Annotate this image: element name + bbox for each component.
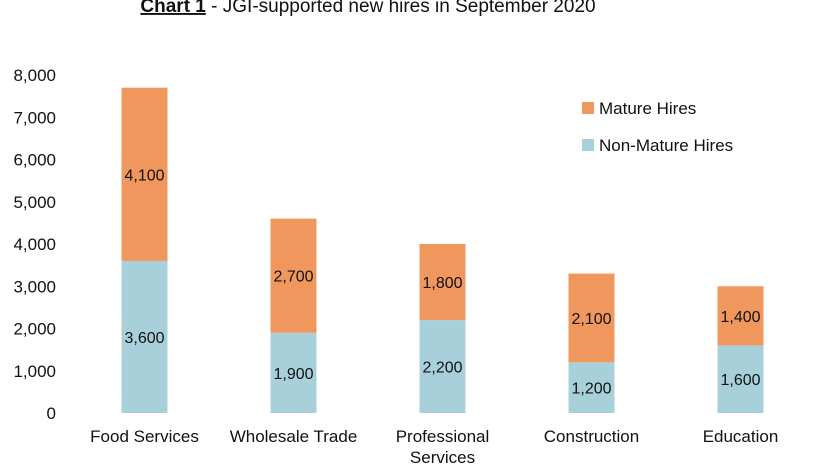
legend: Mature Hires Non-Mature Hires <box>582 99 733 155</box>
legend-swatch <box>582 102 594 114</box>
x-category-label: Wholesale Trade <box>230 427 358 446</box>
data-label: 1,200 <box>571 381 611 398</box>
data-label: 2,200 <box>422 360 462 377</box>
bar-segment-mature <box>568 273 615 363</box>
data-label: 1,400 <box>720 309 760 326</box>
x-category-label: Professional Services <box>396 427 490 467</box>
y-tick-label: 4,000 <box>13 235 56 254</box>
x-category-label-line: Professional <box>396 427 490 446</box>
data-label: 2,700 <box>273 269 313 286</box>
legend-label: Mature Hires <box>599 99 696 118</box>
y-tick-label: 1,000 <box>13 362 56 381</box>
bar-segment-non-mature <box>121 260 168 413</box>
bar-segment-mature <box>270 218 317 333</box>
x-category-label-line: Wholesale Trade <box>230 427 358 446</box>
y-tick-label: 6,000 <box>13 151 56 170</box>
data-label: 1,600 <box>720 372 760 389</box>
y-tick-label: 2,000 <box>13 320 56 339</box>
data-label: 3,600 <box>124 330 164 347</box>
chart-title-rest: - JGI-supported new hires in September 2… <box>206 0 596 17</box>
bar-segment-non-mature <box>568 362 615 413</box>
legend-swatch <box>582 139 594 151</box>
bar-segment-mature <box>121 87 168 261</box>
legend-label: Non-Mature Hires <box>599 136 733 155</box>
bar-segment-non-mature <box>419 320 466 413</box>
x-axis: Food Services Wholesale Trade Professional… <box>90 427 778 467</box>
y-tick-label: 8,000 <box>13 66 56 85</box>
x-category-label: Education <box>703 427 779 446</box>
bar-segment-non-mature <box>717 345 764 413</box>
y-axis: 0 1,000 2,000 3,000 4,000 5,000 6,000 7,000 8,00… <box>13 66 56 423</box>
y-tick-label: 3,000 <box>13 277 56 296</box>
y-tick-label: 7,000 <box>13 108 56 127</box>
y-tick-label: 5,000 <box>13 193 56 212</box>
bar-segment-non-mature <box>270 332 317 413</box>
chart-title: Chart 1 - JGI-supported new hires in Sep… <box>140 0 595 17</box>
data-label: 4,100 <box>124 167 164 184</box>
y-tick-label: 0 <box>47 404 56 423</box>
chart-title-bold: Chart 1 <box>140 0 206 17</box>
data-label: 2,100 <box>571 311 611 328</box>
x-category-label-line: Services <box>410 448 475 467</box>
x-category-label-line: Food Services <box>90 427 199 446</box>
x-category-label-line: Construction <box>544 427 639 446</box>
bar-segment-mature <box>717 286 764 346</box>
x-category-label-line: Education <box>703 427 779 446</box>
data-label: 1,900 <box>273 366 313 383</box>
x-category-label: Construction <box>544 427 639 446</box>
x-category-label: Food Services <box>90 427 199 446</box>
bar-segment-mature <box>419 244 466 321</box>
data-label: 1,800 <box>422 275 462 292</box>
bars: 3,600 4,100 1,900 2,700 2,200 1,800 1,200 2,100… <box>121 87 764 413</box>
